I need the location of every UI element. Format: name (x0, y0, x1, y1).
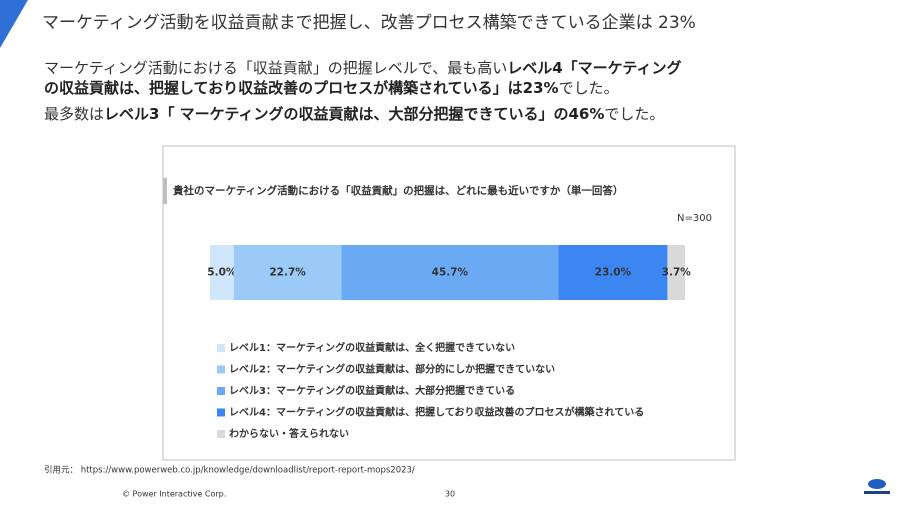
bar-segment (210, 245, 234, 300)
legend-swatch (217, 344, 225, 352)
legend-swatch (217, 430, 225, 438)
legend-swatch (217, 387, 225, 395)
chart-frame (162, 145, 736, 461)
source: 引用元： https://www.powerweb.co.jp/knowledg… (44, 466, 415, 476)
body-segment: 最多数は (44, 105, 104, 123)
value-label: 45.7% (432, 267, 469, 279)
body-line: の収益貢献は、把握しており収益改善のプロセスが構築されている」は23%でした。 (44, 79, 619, 97)
value-label: 3.7% (662, 267, 692, 279)
legend-label: レベル2：マーケティングの収益貢献は、部分的にしか把握できていない (229, 363, 555, 376)
body-segment: マーケティング活動における「収益貢献」の把握レベルで、最も高い (44, 59, 507, 77)
value-label: 5.0% (207, 267, 237, 279)
legend-label: レベル1：マーケティングの収益貢献は、全く把握できていない (229, 341, 515, 354)
body-text: マーケティング活動における「収益貢献」の把握レベルで、最も高いレベル4「マーケテ… (44, 59, 681, 123)
bar-segment (667, 245, 685, 300)
value-label: 22.7% (269, 267, 306, 279)
body-line: 最多数はレベル3「 マーケティングの収益貢献は、大部分把握できている」の46%で… (44, 105, 664, 123)
body-segment: の収益貢献は、把握しており収益改善のプロセスが構築されている」は23% (44, 79, 559, 97)
legend-label: わからない・答えられない (229, 427, 349, 440)
body-segment: でした。 (559, 79, 619, 97)
bar-segment (233, 245, 342, 300)
body-segment: でした。 (604, 105, 664, 123)
value-label: 23.0% (595, 267, 632, 279)
page-number: 30 (445, 490, 455, 499)
body-line: マーケティング活動における「収益貢献」の把握レベルで、最も高いレベル4「マーケテ… (44, 59, 681, 77)
legend-label: レベル3：マーケティングの収益貢献は、大部分把握できている (229, 384, 515, 397)
corner-accent (0, 0, 28, 48)
logo (864, 479, 890, 494)
slide-title: マーケティング活動を収益貢献まで把握し、改善プロセス構築できている企業は 23% (42, 13, 696, 33)
chart-title-accent (163, 178, 167, 204)
legend-swatch (217, 365, 225, 374)
bar-segment (341, 245, 559, 300)
sample-size: N=300 (677, 213, 712, 224)
body-segment: レベル3「 マーケティングの収益貢献は、大部分把握できている」の46% (104, 105, 604, 123)
legend-swatch (217, 408, 225, 417)
chart-title: 貴社のマーケティング活動における「収益貢献」の把握は、どれに最も近いですか（単一… (173, 184, 623, 197)
chart: 5.0% レベル1：マーケティングの収益貢献は、全く把握できていない 22.7% レベ… (207, 245, 691, 440)
body-segment: レベル4「マーケティング (507, 59, 681, 77)
legend-label: レベル4：マーケティングの収益貢献は、把握しており収益改善のプロセスが構築されて… (229, 406, 644, 419)
bar-segment (558, 245, 668, 300)
copyright: © Power Interactive Corp. (122, 490, 226, 499)
